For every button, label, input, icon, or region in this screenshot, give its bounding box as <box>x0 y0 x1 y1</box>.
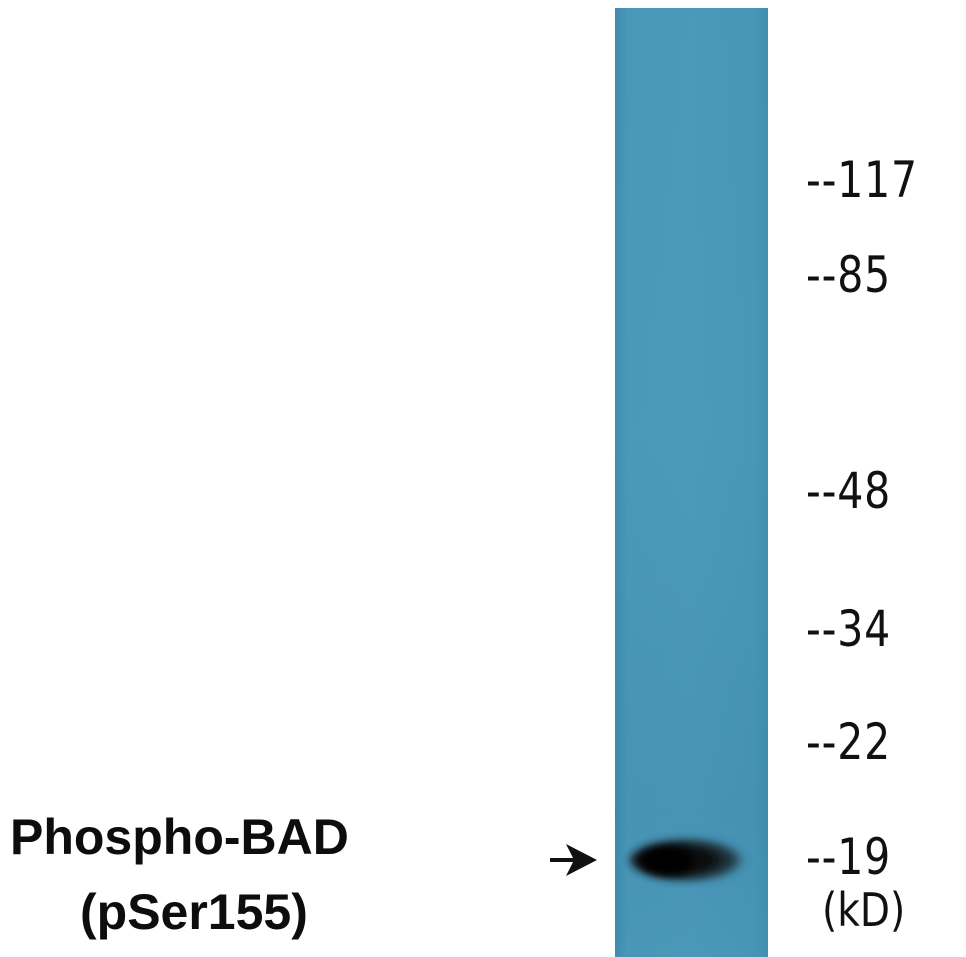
marker-19: --19 <box>806 828 892 886</box>
protein-label-line1: Phospho-BAD <box>10 809 349 865</box>
arrow-right-icon <box>550 844 597 876</box>
blot-lane-shading <box>615 8 768 957</box>
marker-48: --48 <box>806 462 892 520</box>
protein-band-core <box>642 847 694 875</box>
unit-label: (kD) <box>822 883 906 937</box>
marker-85: --85 <box>806 246 892 304</box>
protein-label-line2: (pSer155) <box>80 884 308 940</box>
marker-117: --117 <box>806 151 918 209</box>
marker-22: --22 <box>806 713 892 771</box>
marker-34: --34 <box>806 600 892 658</box>
